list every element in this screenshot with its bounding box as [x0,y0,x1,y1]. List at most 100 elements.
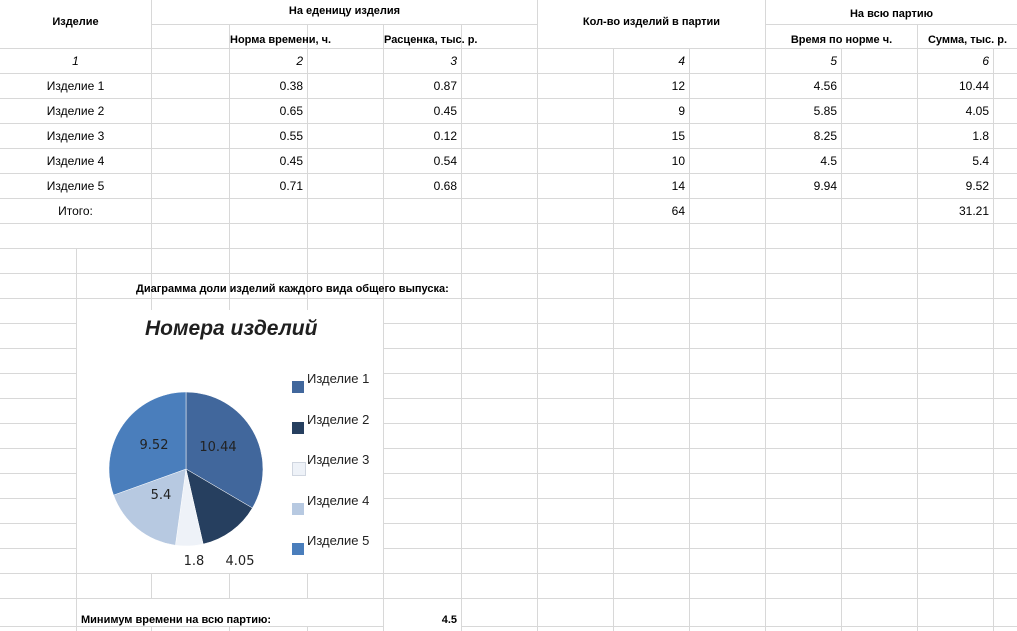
total-label[interactable]: Итого: [0,199,151,223]
table-row-qty[interactable]: 15 [614,124,689,148]
header-whole-batch[interactable]: На всю партию [766,0,1017,24]
grid-line [0,473,1017,474]
col-number[interactable]: 2 [230,49,307,73]
pie-slice-5 [108,391,187,496]
legend-label: Изделие 4 [307,492,370,508]
grid-line [0,223,1017,224]
chart-title: Номера изделий [145,317,318,340]
min-time-label[interactable]: Минимум времени на всю партию: [81,614,272,626]
table-row-name[interactable]: Изделие 1 [0,74,151,98]
table-row-norm-time[interactable]: 0.38 [230,74,307,98]
legend-label: Изделие 5 [307,533,370,548]
table-row-rate[interactable]: 0.45 [384,99,461,123]
table-row-norm-time[interactable]: 0.65 [230,99,307,123]
legend-swatch [292,462,306,476]
table-row-rate[interactable]: 0.12 [384,124,461,148]
grid-line [0,48,1017,49]
col-number[interactable]: 4 [614,49,689,73]
table-row-time-total[interactable]: 4.56 [766,74,841,98]
col-number[interactable]: 3 [384,49,461,73]
col-number[interactable]: 1 [0,49,151,73]
grid-line [76,248,77,631]
header-per-unit[interactable]: На еденицу изделия [152,0,537,24]
grid-line [0,73,1017,74]
table-row-name[interactable]: Изделие 2 [0,99,151,123]
grid-line [0,498,1017,499]
table-row-qty[interactable]: 14 [614,174,689,198]
pie-slice-1 [185,391,264,509]
table-row-name[interactable]: Изделие 5 [0,174,151,198]
table-row-qty[interactable]: 10 [614,149,689,173]
diagram-caption[interactable]: Диаграмма доли изделий каждого вида обще… [136,283,449,295]
header-product[interactable]: Изделие [0,0,151,48]
grid-line [689,0,690,631]
legend-swatch [292,421,304,434]
header-sum[interactable]: Сумма, тыс. р. [918,25,1017,48]
header-rate[interactable]: Расценка, тыс. р. [384,34,478,46]
table-row-name[interactable]: Изделие 3 [0,124,151,148]
grid-line [841,0,842,631]
table-row-rate[interactable]: 0.54 [384,149,461,173]
grid-line [0,323,1017,324]
grid-line [0,548,1017,549]
pie-slice-4 [113,468,187,546]
grid-line [0,598,1017,599]
grid-line [0,398,1017,399]
table-row-norm-time[interactable]: 0.55 [230,124,307,148]
grid-line [0,24,1017,25]
pie-slice-2 [185,468,253,545]
pie-data-label: 4.05 [226,554,255,569]
grid-line [0,198,1017,199]
legend-swatch [292,381,304,393]
table-row-time-total[interactable]: 5.85 [766,99,841,123]
table-row-rate[interactable]: 0.68 [384,174,461,198]
header-norm-time[interactable]: Норма времени, ч. [230,34,332,46]
table-row-qty[interactable]: 12 [614,74,689,98]
header-time-by-norm[interactable]: Время по норме ч. [766,25,917,48]
grid-line [993,0,994,631]
grid-line [0,298,1017,299]
table-row-time-total[interactable]: 8.25 [766,124,841,148]
grid-line [613,0,614,631]
grid-line [0,123,1017,124]
pie-data-label: 9.52 [140,438,169,453]
legend-label: Изделие 3 [307,452,370,467]
header-batch-qty[interactable]: Кол-во изделий в партии [538,0,765,48]
pie-data-label: 1.8 [184,554,205,569]
grid-line [0,448,1017,449]
pie-data-label: 5.4 [151,488,172,503]
total-qty[interactable]: 64 [614,199,689,223]
grid-line [917,0,918,631]
table-row-rate[interactable]: 0.87 [384,74,461,98]
table-row-time-total[interactable]: 9.94 [766,174,841,198]
grid-line [537,0,538,631]
grid-line [0,273,1017,274]
total-sum[interactable]: 31.21 [918,199,993,223]
grid-line [0,173,1017,174]
col-number[interactable]: 6 [918,49,993,73]
grid-line [461,0,462,631]
grid-line [765,0,766,631]
grid-line [0,423,1017,424]
grid-line [0,373,1017,374]
table-row-sum[interactable]: 4.05 [918,99,993,123]
table-row-qty[interactable]: 9 [614,99,689,123]
table-row-sum[interactable]: 10.44 [918,74,993,98]
table-row-sum[interactable]: 9.52 [918,174,993,198]
grid-line [0,148,1017,149]
table-row-time-total[interactable]: 4.5 [766,149,841,173]
legend-label: Изделие 2 [307,411,370,427]
table-row-name[interactable]: Изделие 4 [0,149,151,173]
table-row-sum[interactable]: 1.8 [918,124,993,148]
table-row-norm-time[interactable]: 0.71 [230,174,307,198]
pie-data-label: 10.44 [199,440,236,455]
grid-line [0,348,1017,349]
min-time-value[interactable]: 4.5 [384,606,461,628]
col-number[interactable]: 5 [766,49,841,73]
grid-line [383,0,384,631]
table-row-norm-time[interactable]: 0.45 [230,149,307,173]
min-row-bg [77,599,383,626]
table-row-sum[interactable]: 5.4 [918,149,993,173]
